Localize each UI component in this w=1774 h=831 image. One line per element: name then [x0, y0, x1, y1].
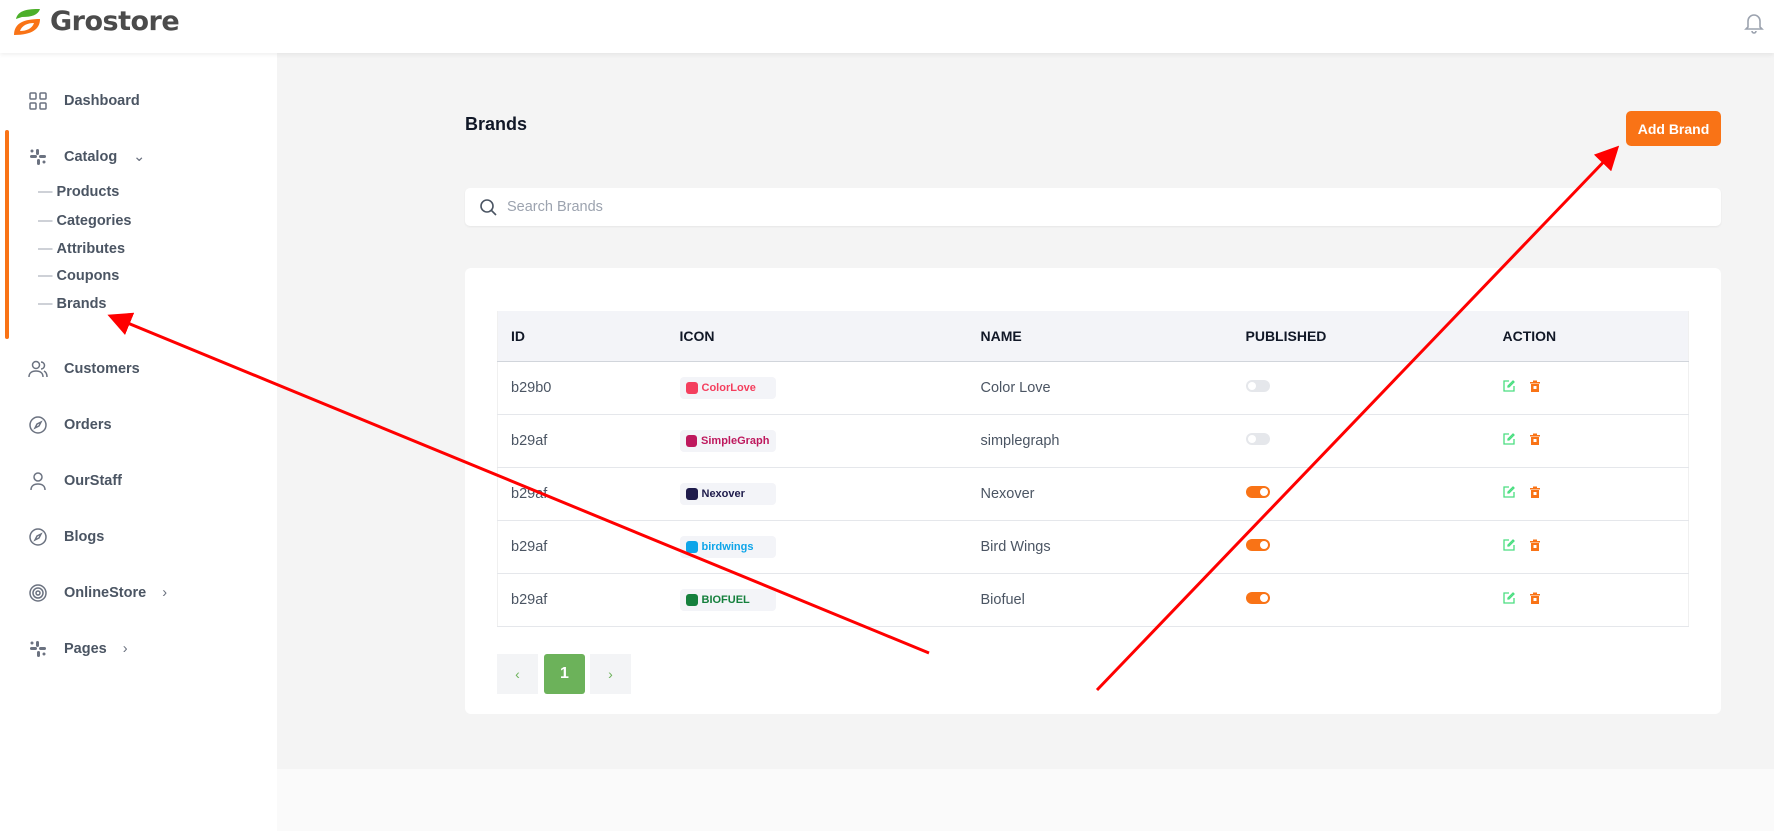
sidebar [0, 53, 277, 831]
brand-logo: BIOFUEL [679, 588, 776, 611]
brand-name: Bird Wings [967, 520, 1233, 574]
sidebar-item-ourstaff[interactable]: OurStaff [28, 471, 122, 491]
brand-logo-text: Nexover [701, 487, 745, 500]
column-published: PUBLISHED [1232, 311, 1490, 362]
user-icon [30, 472, 46, 491]
sidebar-subitem-products[interactable]: Products [38, 184, 120, 200]
column-id: ID [497, 311, 667, 362]
page-1-button[interactable]: 1 [544, 654, 585, 694]
sidebar-subitem-brands[interactable]: Brands [38, 296, 107, 312]
brand-logo-text: SimpleGraph [701, 434, 770, 447]
brand-logo: birdwings [679, 535, 776, 558]
bell-icon[interactable] [1744, 12, 1764, 34]
logo[interactable]: Grostore [12, 6, 180, 37]
active-section-indicator [5, 130, 9, 339]
chevron-right-icon: › [162, 585, 168, 601]
catalog-icon [30, 641, 46, 657]
compass-icon [29, 416, 47, 434]
brand-id: b29af [497, 520, 667, 574]
trash-icon[interactable] [1529, 433, 1541, 449]
sidebar-item-onlinestore[interactable]: OnlineStore › [28, 583, 167, 603]
target-icon [29, 584, 47, 602]
grid-icon [29, 92, 47, 110]
sidebar-label: Orders [64, 417, 112, 433]
brand-logo-text: BIOFUEL [701, 593, 750, 606]
column-name: NAME [967, 311, 1233, 362]
table-header: ID ICON NAME PUBLISHED ACTION [497, 311, 1689, 362]
logo-leaf-icon [14, 8, 40, 35]
brand-logo: ColorLove [679, 376, 776, 399]
compass-icon [29, 528, 47, 546]
sidebar-item-orders[interactable]: Orders [28, 415, 112, 435]
page-title: Brands [465, 114, 528, 134]
sidebar-label: Pages [64, 641, 107, 657]
published-toggle[interactable] [1245, 432, 1270, 445]
brand-id: b29af [497, 467, 667, 521]
sidebar-subitem-attributes[interactable]: Attributes [38, 241, 125, 257]
search-icon [480, 199, 497, 216]
published-toggle[interactable] [1245, 538, 1270, 551]
sidebar-label: OurStaff [64, 473, 122, 489]
sidebar-label: Dashboard [64, 93, 140, 109]
edit-icon[interactable] [1502, 379, 1515, 396]
search-input[interactable] [507, 199, 1625, 215]
sidebar-label: Blogs [64, 529, 105, 545]
search-bar [465, 188, 1721, 226]
brand-logo: SimpleGraph [679, 429, 776, 452]
prev-page-button[interactable]: ‹ [497, 654, 538, 694]
column-icon: ICON [666, 311, 968, 362]
published-toggle[interactable] [1245, 591, 1270, 604]
published-toggle[interactable] [1245, 485, 1270, 498]
brand-name: Nexover [967, 467, 1233, 521]
brand-id: b29af [497, 414, 667, 468]
published-toggle[interactable] [1245, 379, 1270, 392]
next-page-button[interactable]: › [590, 654, 631, 694]
sidebar-subitem-coupons[interactable]: Coupons [38, 268, 120, 284]
sidebar-label: Catalog [64, 149, 118, 165]
users-icon [28, 360, 48, 378]
trash-icon[interactable] [1529, 592, 1541, 608]
edit-icon[interactable] [1502, 432, 1515, 449]
sidebar-item-dashboard[interactable]: Dashboard [28, 91, 140, 111]
sidebar-item-customers[interactable]: Customers [28, 359, 140, 379]
edit-icon[interactable] [1502, 485, 1515, 502]
table-row: b29af Nexover Nexover [497, 467, 1689, 521]
brands-card: ID ICON NAME PUBLISHED ACTION b29b0 Colo… [465, 268, 1721, 714]
trash-icon[interactable] [1529, 486, 1541, 502]
trash-icon[interactable] [1529, 380, 1541, 396]
brand-name: Biofuel [967, 573, 1233, 627]
table-row: b29af birdwings Bird Wings [497, 520, 1689, 574]
brand-id: b29af [497, 573, 667, 627]
column-action: ACTION [1489, 311, 1689, 362]
catalog-icon [30, 149, 46, 165]
sidebar-item-pages[interactable]: Pages › [28, 639, 128, 659]
edit-icon[interactable] [1502, 591, 1515, 608]
table-row: b29b0 ColorLove Color Love [497, 361, 1689, 415]
chevron-right-icon: › [122, 641, 128, 657]
brands-table: ID ICON NAME PUBLISHED ACTION b29b0 Colo… [497, 311, 1689, 627]
brand-logo-text: birdwings [701, 540, 754, 553]
table-row: b29af BIOFUEL Biofuel [497, 573, 1689, 627]
table-row: b29af SimpleGraph simplegraph [497, 414, 1689, 468]
trash-icon[interactable] [1529, 539, 1541, 555]
sidebar-item-blogs[interactable]: Blogs [28, 527, 104, 547]
app-name: Grostore [50, 6, 180, 37]
sidebar-label: OnlineStore [64, 585, 147, 601]
edit-icon[interactable] [1502, 538, 1515, 555]
top-header: Grostore [0, 0, 1774, 53]
sidebar-label: Customers [64, 361, 140, 377]
brand-logo-text: ColorLove [701, 381, 756, 394]
add-brand-button[interactable]: Add Brand [1626, 111, 1721, 146]
brand-name: simplegraph [967, 414, 1233, 468]
sidebar-subitem-categories[interactable]: Categories [38, 213, 132, 229]
brand-id: b29b0 [497, 361, 667, 415]
chevron-down-icon: ⌄ [133, 149, 146, 165]
sidebar-item-catalog[interactable]: Catalog ⌄ [28, 147, 145, 167]
brand-name: Color Love [967, 361, 1233, 415]
brand-logo: Nexover [679, 482, 776, 505]
